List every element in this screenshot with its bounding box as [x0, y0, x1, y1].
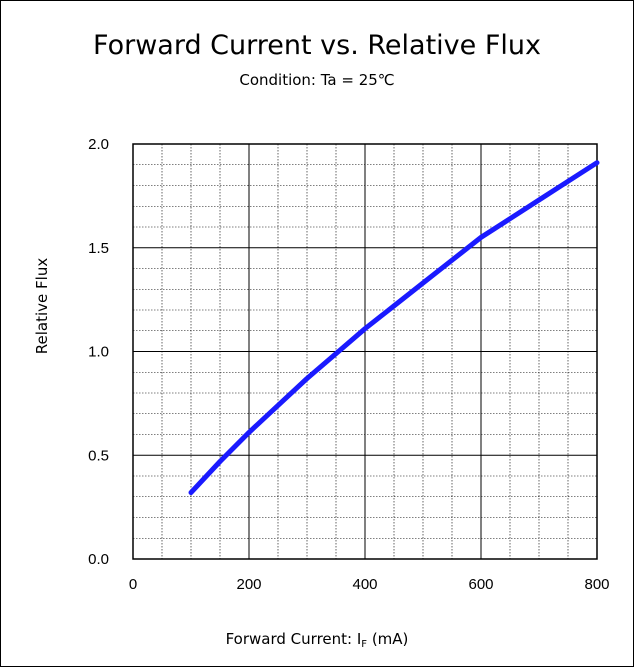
series-line	[188, 160, 600, 496]
y-tick-label: 1.0	[88, 344, 109, 361]
x-tick-label: 0	[129, 576, 137, 593]
major-grid	[133, 144, 597, 559]
x-axis-label-text: Forward Current: I	[225, 630, 362, 648]
y-tick-labels: 0.0 0.5 1.0 1.5 2.0	[88, 136, 109, 568]
chart-subtitle: Condition: Ta = 25℃	[239, 71, 395, 89]
x-tick-label: 200	[236, 576, 261, 593]
x-axis-label-unit: (mA)	[367, 630, 409, 648]
x-tick-label: 600	[468, 576, 493, 593]
chart-title: Forward Current vs. Relative Flux	[93, 30, 541, 61]
x-tick-labels: 0 200 400 600 800	[129, 576, 610, 593]
x-tick-label: 800	[584, 576, 609, 593]
plot-area-border	[132, 143, 598, 560]
x-axis-label: Forward Current: IF (mA)	[0, 630, 634, 650]
y-tick-label: 1.5	[88, 240, 109, 257]
y-tick-label: 2.0	[88, 136, 109, 153]
x-axis-label-subscript: F	[361, 639, 368, 650]
y-tick-label: 0.5	[88, 447, 109, 464]
y-axis-label: Relative Flux	[33, 258, 51, 355]
x-tick-label: 400	[352, 576, 377, 593]
y-tick-label: 0.0	[88, 551, 109, 568]
